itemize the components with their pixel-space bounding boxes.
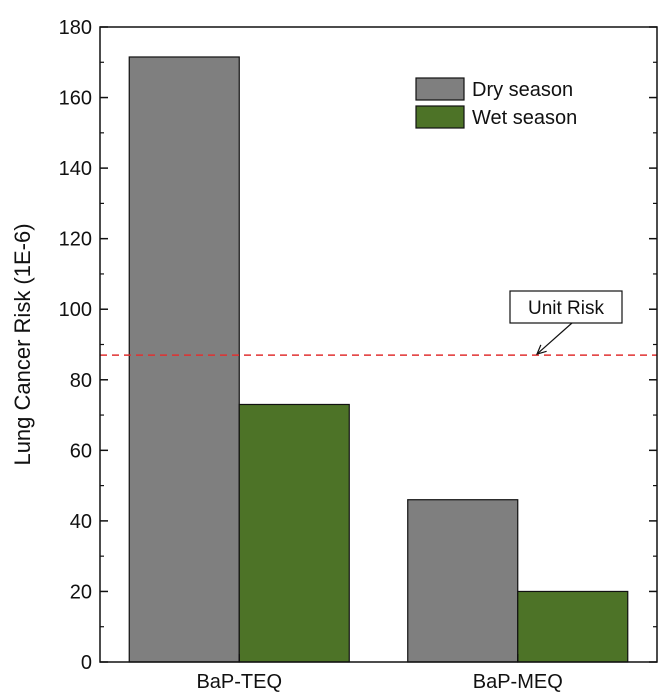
bar-dry-season-bap-meq bbox=[407, 499, 519, 663]
bar-wet-season-bap-meq bbox=[517, 590, 629, 663]
y-tick-label: 140 bbox=[59, 158, 92, 180]
y-tick-label: 160 bbox=[59, 88, 92, 110]
legend-swatch-wet-season bbox=[415, 105, 465, 129]
bar-wet-season-bap-teq bbox=[238, 403, 350, 663]
y-tick-label: 40 bbox=[70, 511, 92, 533]
reference-line-group: Unit Risk bbox=[100, 290, 657, 356]
y-tick-label: 0 bbox=[81, 652, 92, 674]
y-axis-label: Lung Cancer Risk (1E-6) bbox=[10, 223, 35, 465]
unit-risk-label: Unit Risk bbox=[528, 298, 605, 319]
y-tick-label: 20 bbox=[70, 581, 92, 603]
legend-label-dry-season: Dry season bbox=[472, 79, 573, 101]
y-tick-label: 80 bbox=[70, 370, 92, 392]
y-tick-label: 60 bbox=[70, 440, 92, 462]
x-axis: BaP-TEQ BaP-MEQ bbox=[196, 654, 563, 693]
legend-swatch-dry-season bbox=[415, 77, 465, 101]
legend: Dry season Wet season bbox=[415, 77, 577, 129]
x-tick-label: BaP-MEQ bbox=[473, 671, 563, 693]
unit-risk-arrowhead bbox=[535, 344, 547, 355]
x-tick-label: BaP-TEQ bbox=[196, 671, 282, 693]
unit-risk-arrow bbox=[536, 322, 573, 355]
bar-dry-season-bap-teq bbox=[128, 56, 240, 663]
legend-label-wet-season: Wet season bbox=[472, 107, 577, 129]
unit-risk-callout-box bbox=[509, 290, 623, 324]
y-axis: 0 20 40 60 80 100 120 140 160 180 bbox=[59, 17, 657, 674]
y-tick-label: 100 bbox=[59, 299, 92, 321]
y-tick-label: 180 bbox=[59, 17, 92, 39]
y-tick-label: 120 bbox=[59, 229, 92, 251]
bars-group bbox=[128, 56, 629, 663]
